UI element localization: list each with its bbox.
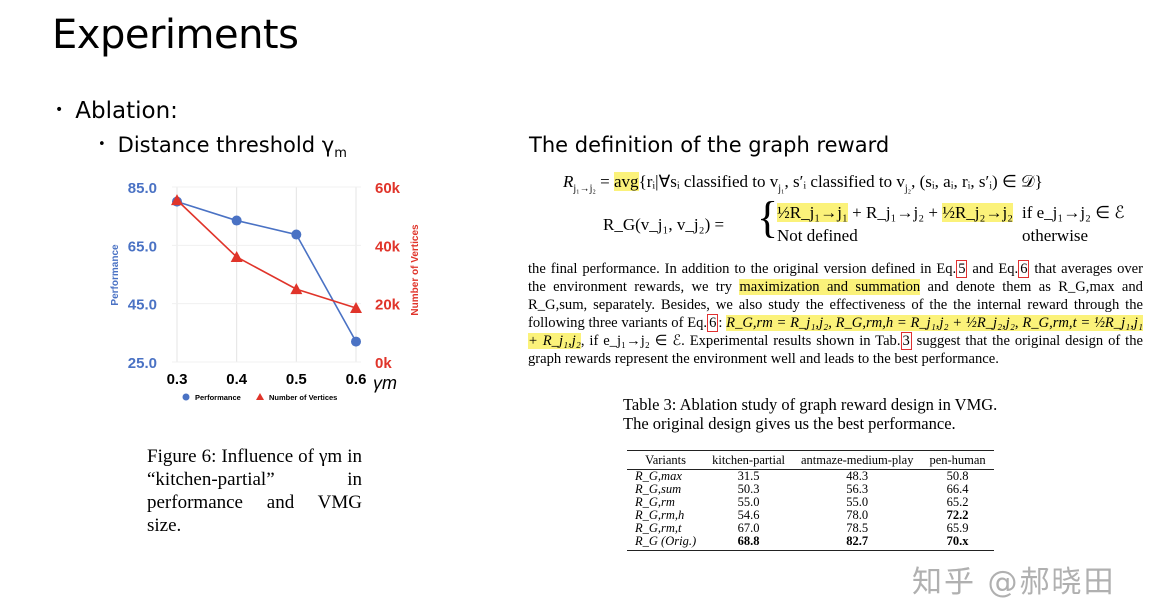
table-cell: 56.3	[846, 482, 869, 496]
variant-name: R_G,sum	[635, 482, 682, 496]
column-header: antmaze-medium-play	[793, 450, 922, 470]
ref-tab3[interactable]: 3	[900, 332, 912, 350]
brace: {	[757, 193, 779, 242]
column-header: pen-human	[921, 450, 994, 470]
ablation-table: Variants kitchen-partial antmaze-medium-pl…	[627, 450, 994, 551]
legend-marker-performance	[182, 393, 190, 401]
left-tick-label: 45.0	[128, 297, 157, 314]
table-row: R_G,max 31.5 48.3 50.8	[627, 470, 994, 484]
slide-title: Experiments	[52, 12, 299, 58]
table-row: R_G,rm,t 67.0 78.5 65.9	[627, 522, 994, 535]
paper-paragraph: the final performance. In addition to th…	[528, 260, 1144, 367]
table-cell: 70.x	[921, 535, 994, 551]
table-cell: 78.0	[846, 508, 869, 522]
right-tick-label: 20k	[375, 297, 401, 314]
column-header: kitchen-partial	[704, 450, 793, 470]
right-tick-label: 40k	[375, 238, 401, 255]
data-point-vertices	[171, 194, 183, 206]
series-line	[176, 199, 357, 309]
data-point-performance	[351, 336, 361, 347]
table-row: R_G,rm,h 54.6 78.0 72.2	[627, 509, 994, 522]
bullet-ablation: • Ablation:	[55, 98, 178, 124]
left-tick-label: 65.0	[128, 238, 157, 255]
ref-eq6[interactable]: 6	[1018, 260, 1030, 278]
table-cell: 72.2	[946, 508, 969, 522]
table-cell: 68.8	[704, 535, 793, 551]
data-point-performance	[291, 229, 302, 240]
x-tick-label: 0.3	[167, 371, 188, 388]
data-point-vertices	[290, 283, 303, 295]
table-cell: 65.9	[946, 521, 969, 535]
equation-cond-1: if e_j₁→j₂ ∈ ℰ	[1022, 203, 1125, 222]
equation-cond-2: otherwise	[1022, 226, 1089, 245]
variant-name: R_G,rm	[635, 495, 675, 509]
table-cell: 50.8	[946, 469, 969, 483]
data-point-performance	[231, 215, 242, 226]
variant-name: R_G (Orig.)	[627, 535, 705, 551]
ref-eq6[interactable]: 6	[707, 314, 719, 332]
data-point-vertices	[350, 302, 362, 314]
table-cell: 54.6	[737, 508, 760, 522]
table-caption: Table 3: Ablation study of graph reward …	[623, 395, 998, 433]
equation-edge-reward: Rj₁→j₂ = avg{rᵢ|∀sᵢ classified to vj₁, s…	[563, 172, 1043, 195]
watermark: 知乎 @郝晓田	[912, 565, 1116, 600]
table-row: R_G (Orig.) 68.8 82.7 70.x	[627, 535, 994, 551]
table-cell: 82.7	[793, 535, 922, 551]
equation-case-2: Not defined	[777, 226, 858, 245]
table-cell: 55.0	[846, 495, 869, 509]
left-tick-label: 25.0	[128, 355, 157, 372]
table-row: R_G,rm 55.0 55.0 65.2	[627, 496, 994, 509]
variant-name: R_G,rm,h	[635, 508, 685, 522]
equation-case-1: ½R_j₁→j₁ + R_j₁→j₂ + ½R_j₂→j₂	[777, 203, 1014, 222]
left-tick-label: 85.0	[128, 180, 157, 197]
bullet-distance-threshold: • Distance threshold γm	[98, 133, 347, 162]
legend-marker-vertices	[256, 393, 264, 400]
x-tick-label: 0.4	[226, 371, 248, 388]
figure-caption: Figure 6: Influence of γm in “kitchen-pa…	[147, 446, 362, 536]
table-cell: 50.3	[737, 482, 760, 496]
legend-label: Number of Vertices	[269, 393, 337, 402]
table-cell: 66.4	[946, 482, 969, 496]
right-tick-label: 60k	[375, 180, 401, 197]
left-axis-label: Performance	[110, 244, 121, 306]
table-cell: 65.2	[946, 495, 969, 509]
table-cell: 55.0	[737, 495, 760, 509]
variant-name: R_G,max	[635, 469, 682, 483]
table-row: R_G,sum 50.3 56.3 66.4	[627, 483, 994, 496]
right-axis-label: Number of Vertices	[410, 224, 421, 316]
data-point-vertices	[230, 251, 243, 262]
definition-title: The definition of the graph reward	[529, 133, 890, 157]
table-cell: 67.0	[737, 521, 760, 535]
series-line	[176, 200, 357, 342]
table-cell: 31.5	[737, 469, 760, 483]
x-tick-label: 0.5	[286, 371, 307, 388]
table-cell: 78.5	[846, 521, 869, 535]
gamma-ablation-chart: 85.0 65.0 45.0 25.0 60k 40k 20k 0k 0.3 0.4 0.5 0.6 γ…	[110, 180, 421, 402]
x-tick-label: 0.6	[346, 371, 367, 388]
variant-name: R_G,rm,t	[635, 521, 682, 535]
table-cell: 48.3	[846, 469, 869, 483]
column-header: Variants	[627, 450, 705, 470]
table-header-row: Variants kitchen-partial antmaze-medium-pl…	[627, 450, 994, 470]
equation-graph-reward-lhs: R_G(v_j₁, v_j₂) =	[603, 215, 725, 234]
x-axis-label: γm	[373, 373, 397, 393]
ref-eq5[interactable]: 5	[956, 260, 968, 278]
legend-label: Performance	[195, 393, 241, 402]
right-tick-label: 0k	[375, 355, 392, 372]
